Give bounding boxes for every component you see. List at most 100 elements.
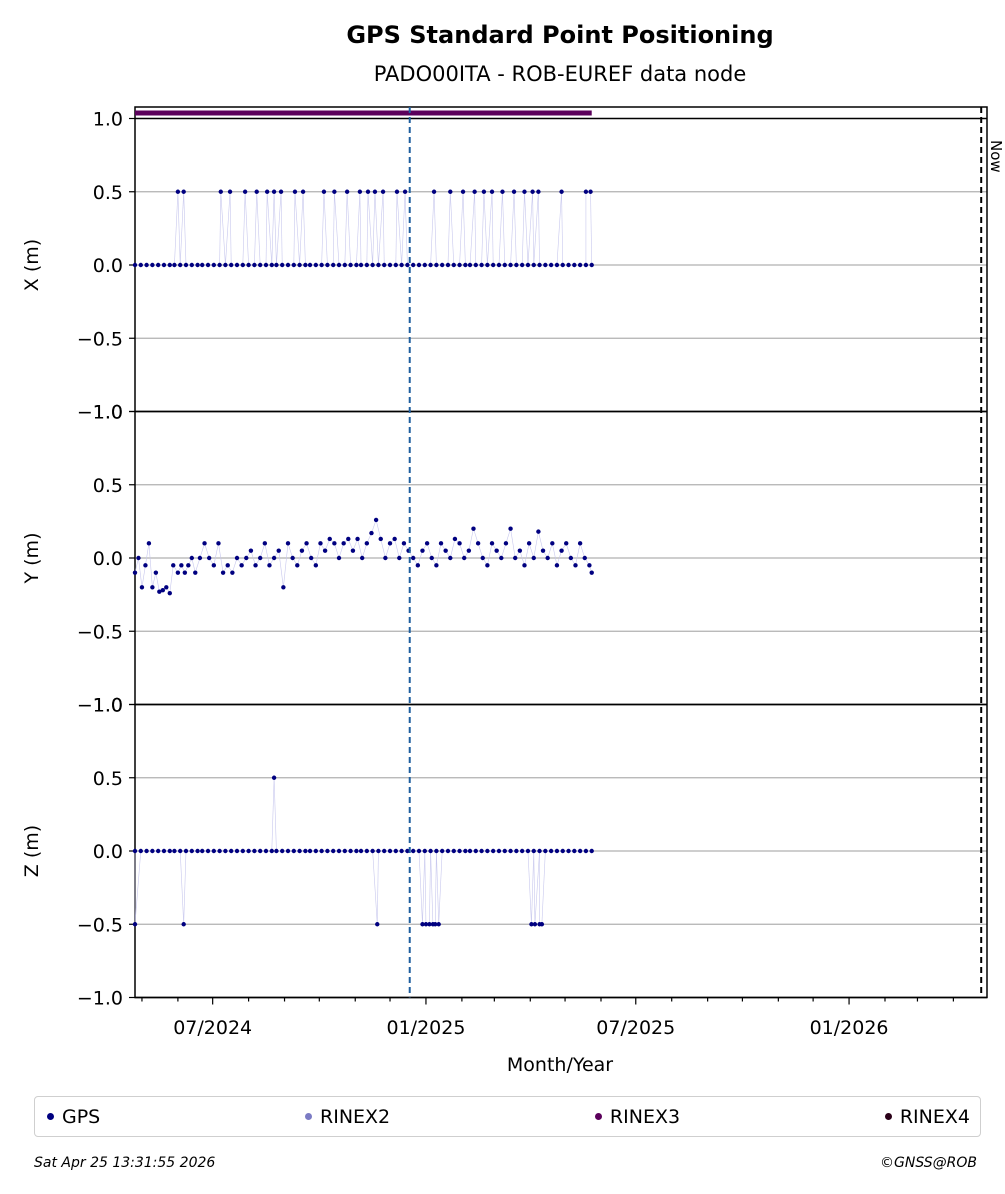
data-point [399,262,404,268]
data-point [382,848,387,854]
data-point [291,262,297,268]
legend-item-rinex2: RINEX2 [305,1106,390,1128]
data-connector [264,543,270,566]
data-point [355,536,360,542]
data-point [420,548,425,553]
data-point [382,262,387,268]
data-connector [293,191,296,266]
data-point [257,555,263,561]
data-connector [372,191,376,266]
data-point [457,541,462,546]
data-point [519,848,525,854]
data-point [489,189,495,194]
data-connector [280,191,283,266]
data-point [325,262,330,268]
data-point [376,848,381,854]
data-point [354,848,359,854]
data-point [572,848,577,854]
data-connector [498,191,503,266]
y-tick-label: −1.0 [77,988,123,1010]
data-connector [213,543,219,566]
data-point [350,548,356,553]
data-point [167,262,172,268]
data-point [428,262,433,268]
data-connector [481,191,485,266]
data-point [205,848,211,854]
data-connector [276,191,282,266]
data-point [496,848,502,854]
data-point [244,555,249,561]
data-point [240,848,246,854]
data-point [457,262,462,268]
data-point [274,262,279,268]
data-connector [134,850,142,925]
legend-marker-gps [47,1113,54,1120]
y-tick-label: 1.0 [93,695,123,717]
data-point [325,848,330,854]
x-axis-label: Month/Year [507,1054,613,1076]
data-point [393,262,399,268]
data-point [543,848,548,854]
data-point [175,189,181,194]
data-connector [561,191,564,266]
data-point [321,189,327,194]
data-point [431,189,437,194]
data-point [463,848,468,854]
data-point [178,848,183,854]
data-connector [449,191,455,266]
data-point [144,262,149,268]
data-point [220,570,226,575]
data-point [536,189,541,194]
data-connector [417,550,423,566]
data-connector [501,543,507,559]
data-point [172,262,177,268]
data-connector [556,550,562,566]
data-point [332,541,337,546]
data-point [423,922,429,927]
data-point [481,189,487,194]
data-connector [534,850,540,925]
data-point [304,541,309,546]
data-point [346,536,351,542]
data-point [254,189,259,194]
data-point [411,262,416,268]
data-point [537,848,542,854]
legend-label-rinex3: RINEX3 [609,1105,681,1128]
data-point [239,563,244,568]
data-connector [422,850,426,925]
data-point [473,848,478,854]
data-point [181,189,186,194]
data-point [485,262,490,268]
data-point [342,262,348,268]
data-point [415,563,421,568]
data-point [307,262,313,268]
y-tick-label: 0.0 [93,548,123,570]
data-point [434,563,439,568]
data-connector [155,572,160,592]
data-point [566,848,571,854]
data-connector [510,528,516,559]
data-connector [323,191,328,266]
data-point [539,922,545,927]
data-connector [429,850,431,925]
data-connector [177,191,181,266]
data-connector [376,850,379,925]
data-connector [232,557,238,573]
data-point [472,189,477,194]
data-point [399,848,404,854]
data-point [200,262,205,268]
data-point [175,570,181,575]
footer-copyright: ©GNSS@ROB [880,1155,977,1171]
data-point [178,262,183,268]
data-point [271,775,277,780]
data-point [150,262,155,268]
legend-marker-rinex3 [594,1113,602,1120]
data-connector [513,191,517,266]
data-point [139,585,145,590]
data-connector [396,191,402,266]
data-point [303,848,308,854]
y-tick-label: 0.5 [93,475,123,497]
data-point [271,189,277,194]
data-connector [538,531,544,551]
data-point [132,848,138,854]
